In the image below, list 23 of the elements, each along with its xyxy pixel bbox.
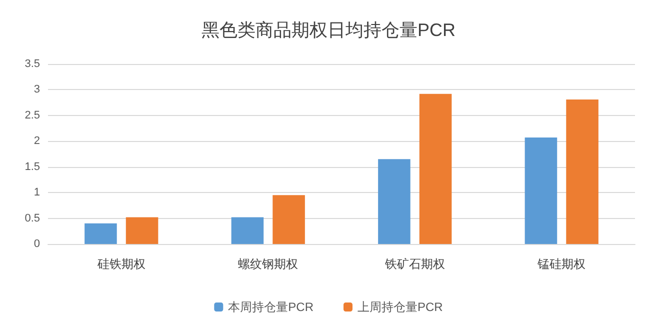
x-tick-label: 锰硅期权 <box>536 257 586 271</box>
bar <box>378 159 410 244</box>
y-tick-label: 1 <box>34 186 40 199</box>
bar <box>84 223 117 244</box>
bar <box>419 94 452 244</box>
x-tick-label: 硅铁期权 <box>96 257 146 271</box>
y-tick-label: 1.5 <box>24 160 40 173</box>
bar <box>524 138 558 244</box>
legend-label: 本周持仓量PCR <box>228 300 314 314</box>
x-tick-label: 铁矿石期权 <box>384 257 445 271</box>
legend-label: 上周持仓量PCR <box>358 300 444 314</box>
bar <box>231 217 264 244</box>
y-tick-label: 2 <box>34 135 40 148</box>
y-tick-label: 3 <box>34 84 40 96</box>
y-tick-label: 2.5 <box>24 109 40 122</box>
y-tick-label: 3.5 <box>24 58 40 70</box>
y-tick-label: 0 <box>34 238 40 250</box>
bar <box>126 217 158 244</box>
bar <box>272 195 305 244</box>
x-tick-label: 螺纹钢期权 <box>238 257 298 271</box>
chart-title: 黑色类商品期权日均持仓量PCR <box>201 20 456 40</box>
y-tick-label: 0.5 <box>24 212 40 224</box>
bar <box>566 99 598 244</box>
